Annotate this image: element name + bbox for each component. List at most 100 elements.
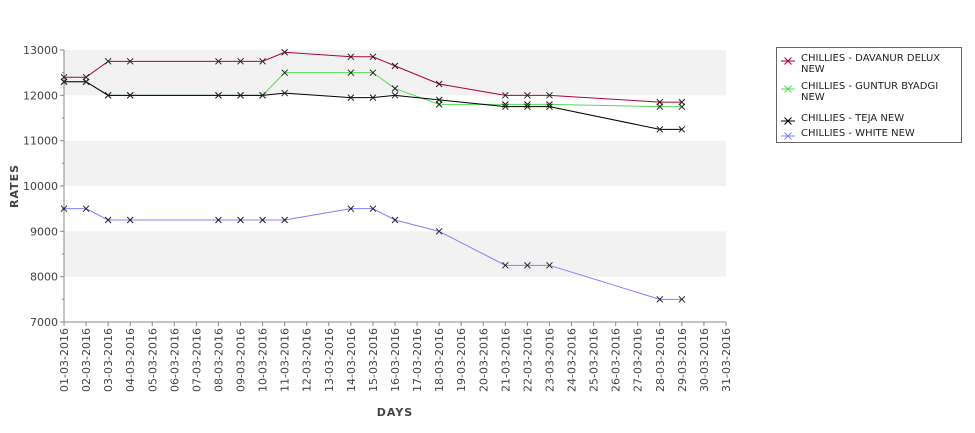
data-point-marker (215, 57, 222, 65)
x-tick-label: 08-03-2016 (212, 328, 225, 392)
data-point-marker (546, 261, 553, 269)
data-point-marker (281, 89, 289, 97)
data-point-marker (104, 91, 112, 99)
x-tick-label: 14-03-2016 (345, 328, 358, 392)
data-point-marker (546, 103, 553, 111)
data-point-marker (281, 48, 289, 56)
data-point-marker (104, 216, 112, 224)
data-point-marker (60, 78, 68, 86)
y-tick-label: 9000 (30, 225, 58, 238)
y-tick-label: 11000 (23, 135, 58, 148)
series-group (60, 78, 686, 133)
x-tick-label: 04-03-2016 (124, 328, 137, 392)
data-point-marker (82, 205, 90, 213)
data-point-marker (435, 227, 443, 235)
legend-label: CHILLIES - TEJA NEW (801, 113, 905, 124)
data-point-marker (259, 91, 266, 99)
x-tick-label: 18-03-2016 (433, 328, 446, 392)
x-tick-label: 07-03-2016 (190, 328, 203, 392)
data-point-marker (501, 103, 509, 111)
legend-marker-icon (781, 85, 795, 93)
data-point-marker (656, 125, 664, 133)
data-point-marker (524, 261, 531, 269)
legend-marker-icon (781, 132, 795, 140)
x-tick-label: 24-03-2016 (566, 328, 579, 392)
data-point-marker (369, 205, 377, 213)
data-point-marker (391, 85, 399, 92)
x-tick-label: 26-03-2016 (610, 328, 623, 392)
legend-label: CHILLIES - WHITE NEW (801, 128, 915, 139)
x-tick-label: 10-03-2016 (257, 328, 270, 392)
y-axis-ticks: 7000 8000 9000 10000 11000 12000 13000 (23, 44, 64, 329)
data-point-marker (126, 216, 134, 224)
data-point-marker (215, 216, 222, 224)
x-tick-label: 06-03-2016 (168, 328, 181, 392)
x-tick-label: 17-03-2016 (411, 328, 424, 392)
data-point-marker (391, 91, 399, 99)
data-point-marker (126, 91, 134, 99)
data-point-marker (524, 91, 531, 99)
x-tick-label: 25-03-2016 (588, 328, 601, 392)
grid-band (64, 50, 726, 96)
legend-label: CHILLIES - GUNTUR BYADGI NEW (801, 81, 939, 103)
data-point-marker (347, 69, 355, 77)
x-tick-label: 09-03-2016 (235, 328, 248, 392)
x-axis-title: DAYS (377, 406, 413, 419)
x-tick-label: 16-03-2016 (389, 328, 402, 392)
data-point-marker (237, 216, 244, 224)
x-tick-label: 28-03-2016 (654, 328, 667, 392)
data-point-marker (678, 295, 686, 303)
series-layer (60, 48, 686, 303)
data-point-marker (126, 57, 134, 65)
data-point-marker (259, 216, 266, 224)
x-tick-label: 19-03-2016 (455, 328, 468, 392)
x-tick-label: 01-03-2016 (58, 328, 71, 392)
y-tick-label: 8000 (30, 271, 58, 284)
x-axis-ticks: 01-03-2016 02-03-2016 03-03-2016 04-03-2016… (58, 322, 733, 392)
y-tick-label: 7000 (30, 316, 58, 329)
y-tick-label: 10000 (23, 180, 58, 193)
x-tick-label: 03-03-2016 (102, 328, 115, 392)
x-tick-label: 31-03-2016 (720, 328, 733, 392)
data-point-marker (369, 94, 377, 101)
data-point-marker (391, 62, 399, 70)
y-tick-label: 12000 (23, 89, 58, 102)
data-point-marker (501, 261, 509, 269)
x-tick-label: 29-03-2016 (676, 328, 689, 392)
data-point-marker (391, 216, 399, 224)
data-point-marker (60, 205, 68, 213)
legend-marker-icon (781, 117, 795, 125)
data-point-marker (82, 78, 90, 86)
data-point-marker (281, 69, 289, 77)
data-point-marker (435, 80, 443, 88)
data-point-marker (347, 205, 355, 213)
data-point-marker (347, 53, 355, 61)
x-tick-label: 23-03-2016 (543, 328, 556, 392)
legend-label: CHILLIES - DAVANUR DELUX NEW (801, 53, 941, 75)
data-point-marker (237, 57, 244, 65)
data-point-marker (215, 91, 222, 99)
data-point-marker (656, 103, 664, 111)
x-tick-label: 15-03-2016 (367, 328, 380, 392)
x-tick-label: 13-03-2016 (323, 328, 336, 392)
x-tick-label: 27-03-2016 (632, 328, 645, 392)
data-point-marker (237, 91, 244, 99)
x-tick-label: 30-03-2016 (698, 328, 711, 392)
x-tick-label: 11-03-2016 (279, 328, 292, 392)
grid-bands (64, 50, 726, 277)
y-tick-label: 13000 (23, 44, 58, 57)
legend-marker-icon (781, 57, 795, 65)
data-point-marker (281, 216, 289, 224)
data-point-marker (656, 295, 664, 303)
x-tick-label: 02-03-2016 (80, 328, 93, 392)
data-point-marker (369, 53, 377, 61)
data-point-marker (104, 57, 112, 65)
data-point-marker (347, 94, 355, 101)
y-axis-title: RATES (8, 164, 21, 208)
series-group (60, 205, 686, 303)
data-point-marker (678, 125, 686, 133)
data-point-marker (501, 91, 509, 99)
data-point-marker (435, 96, 443, 104)
